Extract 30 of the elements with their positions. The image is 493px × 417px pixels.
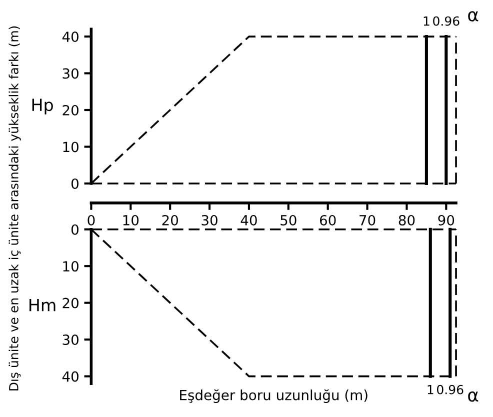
y-tick-label: 0 xyxy=(71,224,78,235)
y-tick-label: 20 xyxy=(62,104,78,116)
y-tick-label: 30 xyxy=(62,334,78,346)
x-tick-label: 30 xyxy=(202,214,218,226)
x-tick-label: 20 xyxy=(162,214,178,226)
annotation: 0.96 xyxy=(437,384,464,394)
x-tick-label: 70 xyxy=(360,214,376,226)
y-tick-label: 10 xyxy=(63,261,78,272)
annotation: 0.96 xyxy=(433,16,460,26)
y-axis-title: Hm xyxy=(30,298,56,312)
y-tick-label: 40 xyxy=(62,371,78,382)
text: α xyxy=(468,11,478,22)
annotation: 1 xyxy=(428,385,434,394)
y-tick-label: 0 xyxy=(71,178,78,189)
y-tick-label: 10 xyxy=(63,142,78,152)
y-tick-label: 30 xyxy=(62,68,78,79)
y-tick-label: 40 xyxy=(62,32,78,42)
y-axis-title: Hp xyxy=(32,98,53,114)
annotation: 1 xyxy=(424,16,430,26)
text: α xyxy=(468,391,478,402)
x-tick-label: 90 xyxy=(438,214,454,226)
x-tick-label: 0 xyxy=(88,214,95,226)
x-axis-title: Eşdeğer boru uzunluğu (m) xyxy=(180,389,368,403)
y-tick-label: 20 xyxy=(62,298,78,308)
x-tick-label: 10 xyxy=(123,214,139,226)
x-tick-label: 40 xyxy=(240,214,257,226)
x-tick-label: 50 xyxy=(280,214,296,226)
x-tick-label: 80 xyxy=(398,214,415,226)
text: Dış ünite ve en uzak iç ünite arasındaki yükseklik farkı (m) xyxy=(8,26,21,390)
x-tick-label: 60 xyxy=(320,214,336,226)
